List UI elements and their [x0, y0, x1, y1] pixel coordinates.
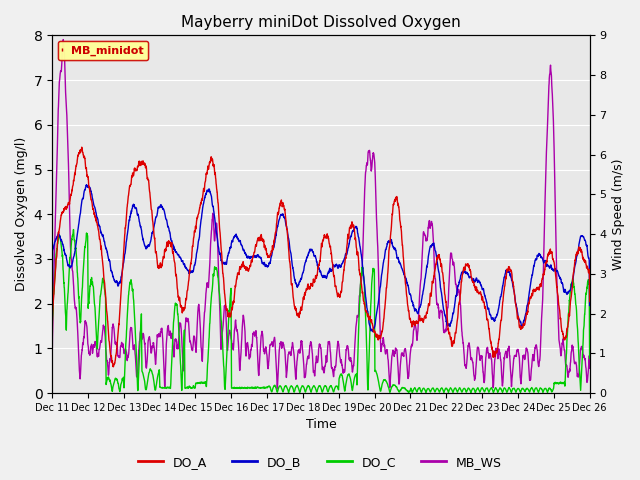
Y-axis label: Wind Speed (m/s): Wind Speed (m/s) — [612, 158, 625, 270]
Title: Mayberry miniDot Dissolved Oxygen: Mayberry miniDot Dissolved Oxygen — [181, 15, 461, 30]
X-axis label: Time: Time — [305, 419, 336, 432]
Y-axis label: Dissolved Oxygen (mg/l): Dissolved Oxygen (mg/l) — [15, 137, 28, 291]
Legend: DO_A, DO_B, DO_C, MB_WS: DO_A, DO_B, DO_C, MB_WS — [133, 451, 507, 474]
Legend: MB_minidot: MB_minidot — [58, 41, 148, 60]
